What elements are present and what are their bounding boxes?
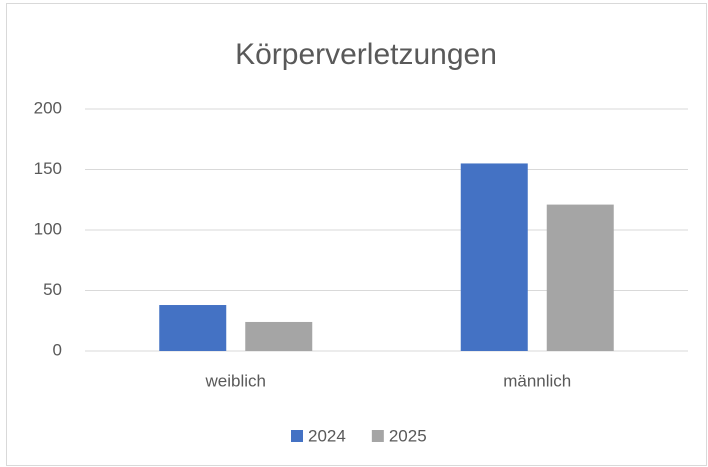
x-tick-label: weiblich	[205, 371, 266, 390]
legend-swatch	[371, 430, 384, 442]
legend-swatch	[291, 430, 303, 442]
legend-label: 2025	[389, 426, 427, 445]
bar	[245, 321, 313, 351]
y-tick-label: 150	[34, 159, 62, 178]
y-tick-label: 100	[34, 219, 62, 238]
chart-title: Körperverletzungen	[235, 38, 497, 71]
bar	[546, 204, 614, 351]
bar	[460, 163, 528, 351]
y-tick-label: 0	[53, 340, 62, 359]
y-tick-label: 50	[43, 280, 62, 299]
x-tick-label: männlich	[503, 371, 571, 390]
bar	[159, 305, 227, 351]
y-tick-label: 200	[34, 98, 62, 117]
legend-label: 2024	[308, 426, 346, 445]
